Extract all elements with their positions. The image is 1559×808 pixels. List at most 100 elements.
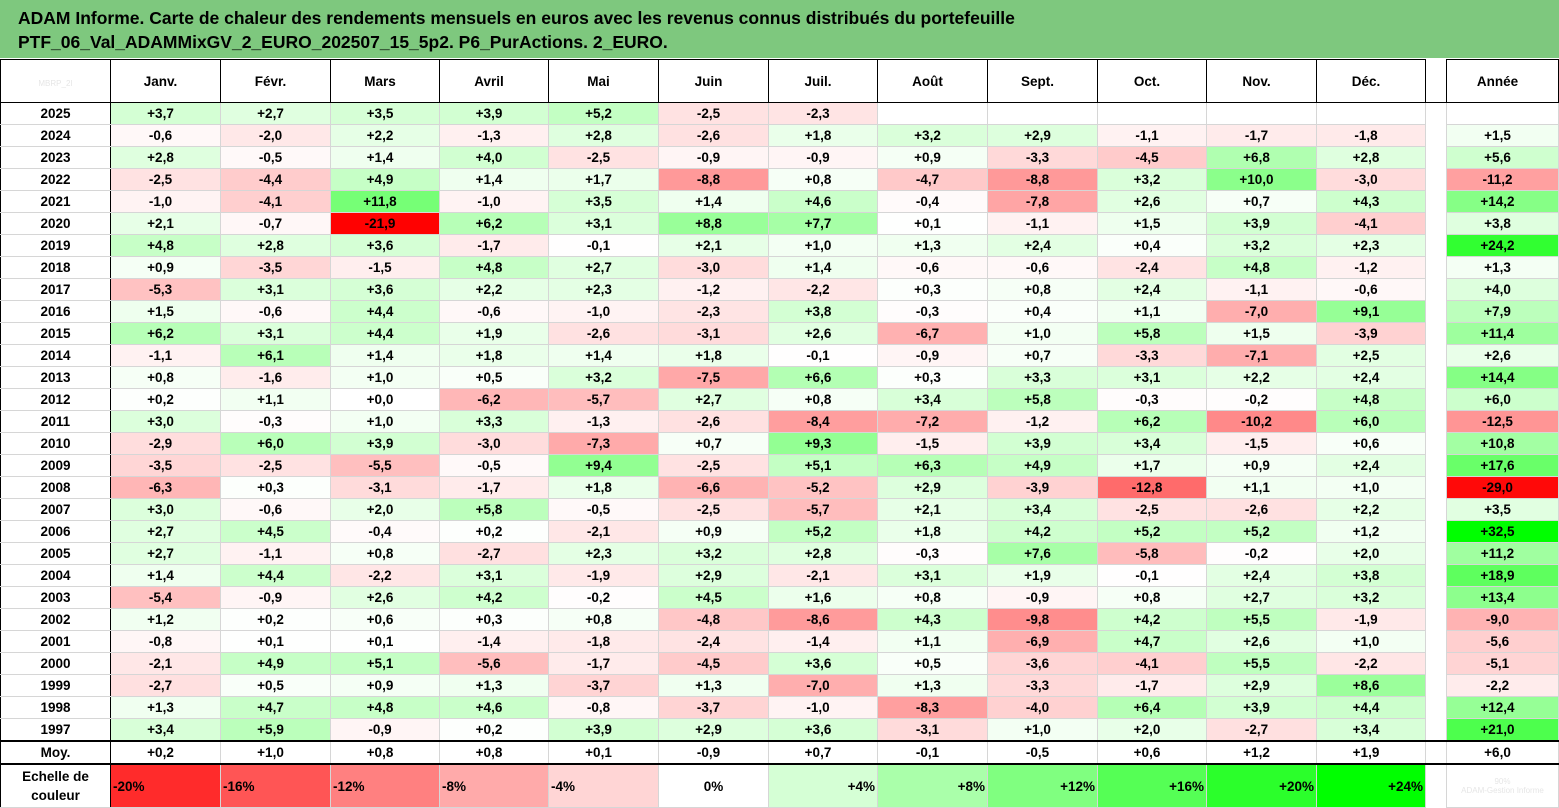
average-cell: -0,1 bbox=[877, 740, 988, 765]
heatmap-cell: +3,8 bbox=[1316, 564, 1426, 587]
average-cell: +1,9 bbox=[1316, 740, 1426, 765]
heatmap-cell: -0,9 bbox=[768, 146, 878, 169]
heatmap-cell: +2,0 bbox=[1097, 718, 1207, 742]
heatmap-cell: -5,2 bbox=[768, 476, 878, 499]
heatmap-cell: +0,4 bbox=[987, 300, 1098, 323]
heatmap-cell: -4,1 bbox=[220, 190, 331, 213]
column-gap bbox=[1425, 124, 1447, 147]
heatmap-cell: -1,3 bbox=[548, 410, 659, 433]
heatmap-cell: -3,3 bbox=[987, 146, 1098, 169]
heatmap-cell: +1,8 bbox=[548, 476, 659, 499]
year-label: 2024 bbox=[0, 124, 111, 147]
table-row: 2010 -2,9 +6,0 +3,9 -3,0 -7,3 +0,7 +9,3 -1,5 +3,9… bbox=[0, 432, 1559, 455]
heatmap-cell: +0,5 bbox=[439, 366, 549, 389]
column-gap bbox=[1425, 168, 1447, 191]
column-gap bbox=[1425, 630, 1447, 653]
heatmap-cell bbox=[1097, 102, 1207, 125]
heatmap-cell: -3,1 bbox=[877, 718, 988, 742]
heatmap-cell: +2,9 bbox=[987, 124, 1098, 147]
heatmap-cell: +3,6 bbox=[768, 652, 878, 675]
month-header: Sept. bbox=[987, 59, 1098, 103]
heatmap-cell: -5,7 bbox=[548, 388, 659, 411]
column-gap bbox=[1425, 454, 1447, 477]
heatmap-cell: +6,4 bbox=[1097, 696, 1207, 719]
heatmap-cell: +3,2 bbox=[877, 124, 988, 147]
table-row: 2001 -0,8 +0,1 +0,1 -1,4 -1,8 -2,4 -1,4 +1,1 -6,9… bbox=[0, 630, 1559, 653]
color-scale-stop: +24% bbox=[1316, 763, 1426, 808]
column-gap bbox=[1425, 740, 1447, 765]
heatmap-cell: +0,9 bbox=[1206, 454, 1317, 477]
heatmap-cell: -6,2 bbox=[439, 388, 549, 411]
heatmap-cell: -1,9 bbox=[1316, 608, 1426, 631]
heatmap-cell: +2,7 bbox=[110, 520, 221, 543]
heatmap-cell: +1,5 bbox=[1206, 322, 1317, 345]
heatmap-cell: +0,3 bbox=[877, 366, 988, 389]
color-scale-stop-label: 0% bbox=[703, 778, 724, 794]
table-row: 2012 +0,2 +1,1 +0,0 -6,2 -5,7 +2,7 +0,8 +3,4 +5,8… bbox=[0, 388, 1559, 411]
heatmap-cell: +3,1 bbox=[220, 278, 331, 301]
heatmap-cell: +0,7 bbox=[1206, 190, 1317, 213]
heatmap-cell: +0,8 bbox=[330, 542, 440, 565]
heatmap-cell: +3,1 bbox=[1097, 366, 1207, 389]
heatmap-cell: +1,0 bbox=[987, 322, 1098, 345]
table-row: 1998 +1,3 +4,7 +4,8 +4,6 -0,8 -3,7 -1,0 -8,3 -4,0… bbox=[0, 696, 1559, 719]
table-row: 2013 +0,8 -1,6 +1,0 +0,5 +3,2 -7,5 +6,6 +0,3 +3,3… bbox=[0, 366, 1559, 389]
annual-cell: -5,6 bbox=[1446, 630, 1559, 653]
month-header: Août bbox=[877, 59, 988, 103]
heatmap-cell: -8,4 bbox=[768, 410, 878, 433]
corner-cell: MBRP_2I bbox=[0, 59, 111, 103]
heatmap-cell: +3,5 bbox=[548, 190, 659, 213]
heatmap-cell: -1,7 bbox=[439, 234, 549, 257]
heatmap-cell: +3,2 bbox=[658, 542, 769, 565]
heatmap-cell: -2,5 bbox=[1097, 498, 1207, 521]
heatmap-cell: +3,6 bbox=[768, 718, 878, 742]
year-label: 2001 bbox=[0, 630, 111, 653]
heatmap-cell: +2,2 bbox=[1316, 498, 1426, 521]
color-scale-stop: -8% bbox=[439, 763, 549, 808]
page-title: ADAM Informe. Carte de chaleur des rende… bbox=[18, 8, 1015, 28]
heatmap-cell: +1,7 bbox=[548, 168, 659, 191]
year-label: 2019 bbox=[0, 234, 111, 257]
heatmap-cell: +5,2 bbox=[768, 520, 878, 543]
heatmap-cell: -1,7 bbox=[1097, 674, 1207, 697]
annual-cell: +3,5 bbox=[1446, 498, 1559, 521]
heatmap-cell: +3,5 bbox=[330, 102, 440, 125]
heatmap-cell: -0,6 bbox=[877, 256, 988, 279]
heatmap-cell: -4,4 bbox=[220, 168, 331, 191]
annual-cell bbox=[1446, 102, 1559, 125]
heatmap-cell: +2,7 bbox=[1206, 586, 1317, 609]
heatmap-cell: +0,3 bbox=[439, 608, 549, 631]
annual-cell: -2,2 bbox=[1446, 674, 1559, 697]
heatmap-cell: +1,8 bbox=[768, 124, 878, 147]
annual-cell: +24,2 bbox=[1446, 234, 1559, 257]
heatmap-cell: +3,2 bbox=[1097, 168, 1207, 191]
heatmap-cell: +3,6 bbox=[330, 278, 440, 301]
heatmap-cell: +2,0 bbox=[330, 498, 440, 521]
heatmap-cell: +1,3 bbox=[877, 234, 988, 257]
month-header: Oct. bbox=[1097, 59, 1207, 103]
heatmap-cell: -1,2 bbox=[1316, 256, 1426, 279]
heatmap-cell: -1,4 bbox=[439, 630, 549, 653]
heatmap-cell: +10,0 bbox=[1206, 168, 1317, 191]
heatmap-cell: +3,4 bbox=[1316, 718, 1426, 742]
heatmap-cell: +1,0 bbox=[768, 234, 878, 257]
heatmap-cell: +1,8 bbox=[877, 520, 988, 543]
heatmap-cell: +1,8 bbox=[439, 344, 549, 367]
heatmap-cell: +0,8 bbox=[548, 608, 659, 631]
annual-cell: +13,4 bbox=[1446, 586, 1559, 609]
heatmap-cell: +3,4 bbox=[1097, 432, 1207, 455]
heatmap-cell: +0,1 bbox=[220, 630, 331, 653]
average-cell: +0,7 bbox=[768, 740, 878, 765]
annual-cell: +14,2 bbox=[1446, 190, 1559, 213]
heatmap-cell: +1,1 bbox=[220, 388, 331, 411]
color-scale-label-line2: couleur bbox=[31, 788, 80, 803]
heatmap-cell: +0,9 bbox=[110, 256, 221, 279]
month-header: Juin bbox=[658, 59, 769, 103]
heatmap-cell: +4,2 bbox=[439, 586, 549, 609]
heatmap-cell: -0,1 bbox=[548, 234, 659, 257]
average-cell: -0,9 bbox=[658, 740, 769, 765]
average-cell: +1,0 bbox=[220, 740, 331, 765]
heatmap-cell: -1,5 bbox=[1206, 432, 1317, 455]
heatmap-cell: -2,6 bbox=[658, 410, 769, 433]
heatmap-cell: +1,7 bbox=[1097, 454, 1207, 477]
